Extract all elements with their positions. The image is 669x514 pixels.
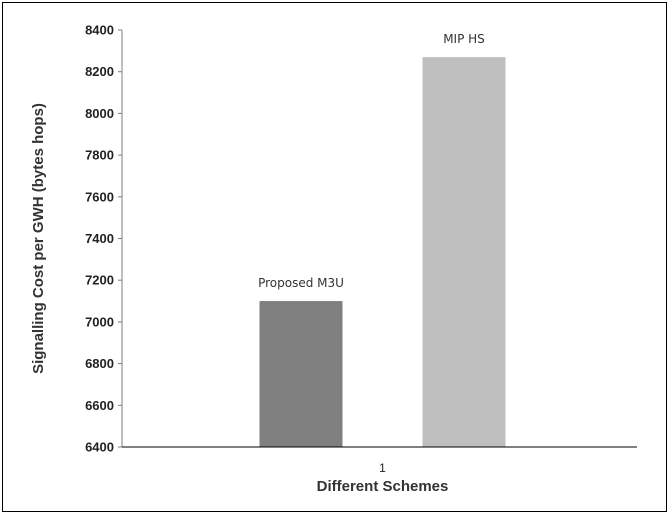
y-tick-label: 7800 [85, 148, 114, 163]
x-category-label: 1 [379, 461, 386, 475]
y-tick-label: 7200 [85, 273, 114, 288]
y-tick-label: 6600 [85, 398, 114, 413]
series-label-proposed-m3u: Proposed M3U [258, 276, 344, 290]
y-tick-label: 6400 [85, 440, 114, 455]
bar-mip-hs [422, 57, 506, 447]
y-axis-ticks: 6400 6600 6800 7000 7200 7400 7600 7800 8000 8200… [85, 23, 122, 455]
bars [259, 57, 506, 447]
x-axis-title: Different Schemes [317, 478, 449, 495]
y-tick-label: 7600 [85, 189, 114, 204]
y-tick-label: 7000 [85, 314, 114, 329]
y-tick-label: 8000 [85, 106, 114, 121]
series-label-mip-hs: MIP HS [443, 32, 485, 46]
bar-proposed-m3u [259, 301, 343, 447]
y-tick-label: 6800 [85, 356, 114, 371]
y-axis-title: Signalling Cost per GWH (bytes hops) [30, 103, 47, 374]
data-labels: Proposed M3U MIP HS [258, 32, 485, 290]
y-tick-label: 8400 [85, 23, 114, 38]
y-tick-label: 7400 [85, 231, 114, 246]
y-tick-label: 8200 [85, 64, 114, 79]
